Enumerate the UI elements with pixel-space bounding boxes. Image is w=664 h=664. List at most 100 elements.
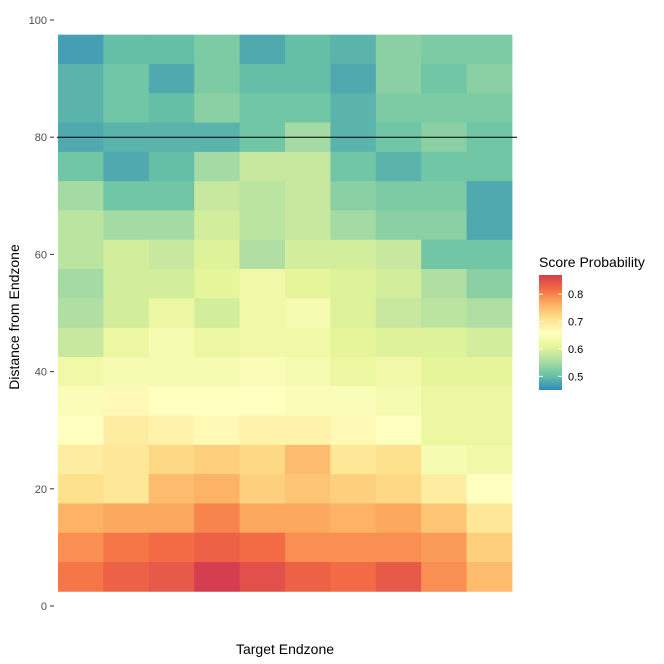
heatmap-tile [285, 415, 331, 446]
heatmap-tile [330, 356, 377, 387]
heatmap-tile [285, 63, 331, 94]
heatmap-tile [58, 503, 104, 534]
heatmap-tile [330, 298, 377, 329]
heatmap-tile [148, 444, 195, 475]
heatmap-tile [375, 444, 422, 475]
heatmap-tile [285, 386, 331, 416]
heatmap-tile [466, 356, 513, 387]
heatmap-tile [194, 298, 240, 329]
heatmap-tile [194, 444, 240, 475]
heatmap-tile [103, 239, 150, 270]
legend-ticks: 0.5 0.6 0.7 0.8 [539, 289, 583, 383]
heatmap-tile [330, 181, 377, 211]
heatmap-tile [330, 34, 377, 65]
heatmap-tile [330, 269, 377, 299]
heatmap-tile [330, 93, 377, 123]
heatmap-tile [421, 34, 467, 65]
heatmap-tile [285, 356, 331, 387]
heatmap-tile [148, 210, 195, 241]
heatmap-tile [466, 93, 513, 123]
heatmap-tile [466, 63, 513, 94]
x-axis-title: Target Endzone [236, 641, 334, 657]
heatmap-tile [148, 34, 195, 65]
heatmap-tile [194, 34, 240, 65]
heatmap-tile [421, 269, 467, 299]
heatmap-tile [421, 356, 467, 387]
heatmap-tile [330, 503, 377, 534]
heatmap-tile [285, 298, 331, 329]
heatmap-tile [330, 63, 377, 94]
heatmap-tile [421, 210, 467, 241]
legend-tick-label: 0.5 [568, 371, 583, 383]
heatmap-tile [285, 151, 331, 182]
heatmap-tile [194, 93, 240, 123]
heatmap-tile [421, 503, 467, 534]
heatmap-tile [375, 503, 422, 534]
heatmap-tile [239, 63, 286, 94]
heatmap-tile [375, 298, 422, 329]
heatmap-tile [58, 93, 104, 123]
heatmap-tile [421, 532, 467, 563]
heatmap-tile [103, 386, 150, 416]
heatmap-tile [194, 532, 240, 563]
legend-title: Score Probability [539, 254, 645, 270]
heatmap-tile [375, 327, 422, 358]
heatmap-tile [375, 356, 422, 387]
heatmap-tile [375, 562, 422, 592]
legend-colorbar [539, 275, 562, 390]
heatmap-tile [103, 93, 150, 123]
heatmap-tile [58, 151, 104, 182]
heatmap-tile [239, 34, 286, 65]
heatmap-tile [421, 151, 467, 182]
heatmap-tile [103, 503, 150, 534]
heatmap-tile [58, 532, 104, 563]
heatmap-tile [421, 386, 467, 416]
heatmap-tile [103, 181, 150, 211]
heatmap-tile [375, 210, 422, 241]
heatmap-tile [58, 34, 104, 65]
heatmap-tile [103, 562, 150, 592]
heatmap-tile [375, 181, 422, 211]
heatmap-tile [194, 474, 240, 504]
heatmap-tile [466, 562, 513, 592]
heatmap-tile [103, 415, 150, 446]
heatmap-tile [148, 562, 195, 592]
heatmap-tile [285, 474, 331, 504]
heatmap-tile [148, 298, 195, 329]
heatmap-tile [239, 562, 286, 592]
legend-tick-label: 0.6 [568, 344, 583, 356]
heatmap-tile [375, 34, 422, 65]
y-tick-label: 40 [35, 367, 47, 379]
heatmap-tile [466, 210, 513, 241]
heatmap-tile [148, 269, 195, 299]
heatmap-tile [58, 239, 104, 270]
heatmap-tile [330, 562, 377, 592]
heatmap-tile [58, 444, 104, 475]
heatmap-tile [421, 474, 467, 504]
heatmap-tile [330, 532, 377, 563]
heatmap-tile [148, 415, 195, 446]
heatmap-tile [239, 386, 286, 416]
heatmap-tile [239, 239, 286, 270]
heatmap-tile [375, 532, 422, 563]
heatmap-tile [194, 386, 240, 416]
heatmap-tile [285, 93, 331, 123]
heatmap-tile [103, 298, 150, 329]
heatmap-tile [421, 63, 467, 94]
heatmap-tile [466, 269, 513, 299]
heatmap-tile [194, 151, 240, 182]
y-tick-label: 100 [29, 15, 47, 27]
heatmap-tile [375, 63, 422, 94]
heatmap-tile [239, 415, 286, 446]
heatmap-tile [194, 562, 240, 592]
heatmap-tile [421, 298, 467, 329]
heatmap-tile [239, 210, 286, 241]
y-axis: 0 20 40 60 80 100 [29, 15, 54, 613]
heatmap-tile [58, 356, 104, 387]
y-tick-label: 0 [41, 601, 47, 613]
heatmap-tile [421, 327, 467, 358]
heatmap-tile [239, 93, 286, 123]
heatmap-tile [421, 93, 467, 123]
heatmap-tile [194, 63, 240, 94]
